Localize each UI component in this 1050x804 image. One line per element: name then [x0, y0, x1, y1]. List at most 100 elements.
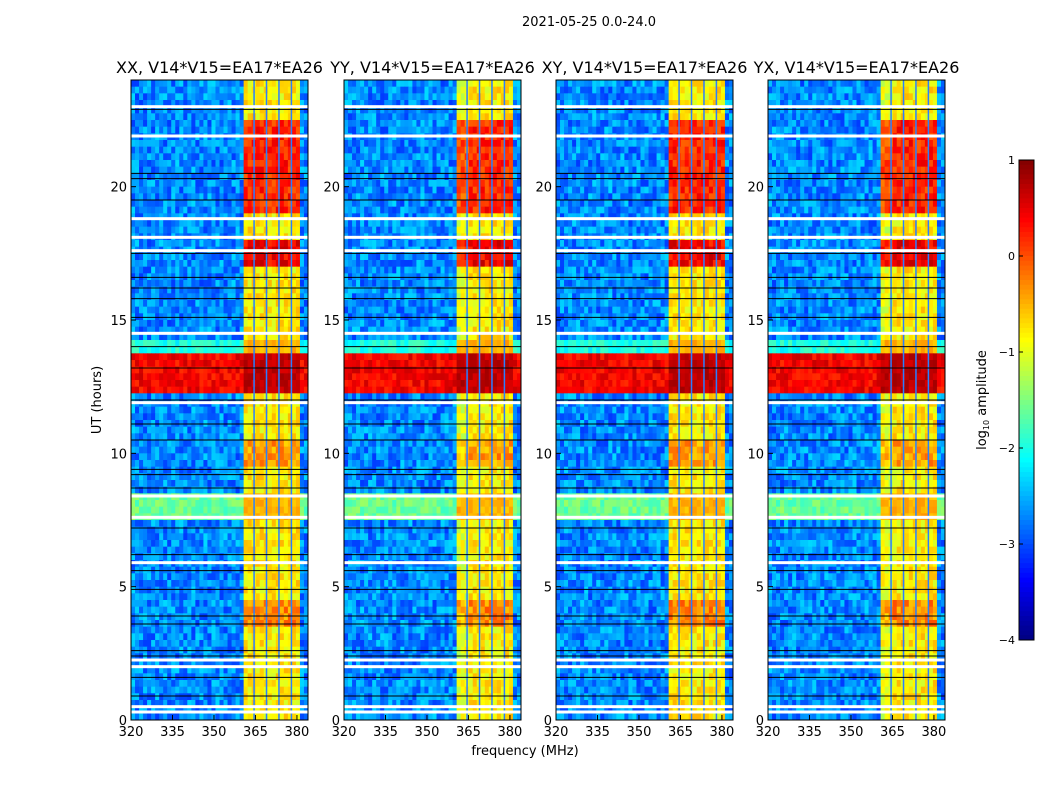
heatmap-cell [147, 533, 152, 540]
heatmap-cell [284, 693, 289, 700]
heatmap-cell [131, 153, 136, 160]
heatmap-cell [260, 387, 265, 394]
heatmap-cell [244, 600, 249, 607]
heatmap-cell [296, 587, 301, 594]
heatmap-cell [167, 120, 172, 127]
heatmap-cell [228, 93, 233, 100]
heatmap-cell [433, 120, 438, 127]
heatmap-cell [224, 80, 229, 87]
heatmap-cell [248, 153, 253, 160]
heatmap-cell [256, 200, 261, 207]
heatmap-cell [195, 540, 200, 547]
heatmap-cell [207, 353, 212, 360]
heatmap-cell [183, 207, 188, 214]
heatmap-cell [248, 453, 253, 460]
heatmap-cell [159, 387, 164, 394]
heatmap-cell [485, 113, 490, 120]
heatmap-cell [232, 267, 237, 274]
heatmap-cell [449, 167, 454, 174]
heatmap-cell [220, 467, 225, 474]
heatmap-cell [272, 140, 277, 147]
heatmap-cell [131, 507, 136, 514]
heatmap-cell [207, 153, 212, 160]
heatmap-cell [183, 140, 188, 147]
heatmap-cell [167, 480, 172, 487]
heatmap-cell [240, 453, 245, 460]
heatmap-cell [151, 433, 156, 440]
heatmap-cell [284, 80, 289, 87]
heatmap-cell [453, 113, 458, 120]
heatmap-cell [183, 193, 188, 200]
heatmap-cell [256, 467, 261, 474]
heatmap-cell [147, 500, 152, 507]
heatmap-cell [135, 393, 140, 400]
heatmap-cell [509, 147, 514, 154]
heatmap-cell [280, 153, 285, 160]
heatmap-cell [171, 407, 176, 414]
heatmap-cell [199, 253, 204, 260]
heatmap-cell [183, 407, 188, 414]
heatmap-cell [159, 633, 164, 640]
heatmap-cell [187, 500, 192, 507]
heatmap-cell [179, 220, 184, 227]
heatmap-cell [473, 93, 478, 100]
heatmap-cell [211, 167, 216, 174]
heatmap-cell [376, 180, 381, 187]
heatmap-cell [416, 127, 421, 134]
heatmap-cell [199, 387, 204, 394]
heatmap-cell [236, 253, 241, 260]
heatmap-cell [131, 413, 136, 420]
heatmap-cell [433, 173, 438, 180]
heatmap-cell [207, 460, 212, 467]
heatmap-cell [392, 180, 397, 187]
heatmap-cell [280, 347, 285, 354]
heatmap-cell [300, 593, 305, 600]
heatmap-cell [244, 93, 249, 100]
heatmap-cell [187, 693, 192, 700]
heatmap-cell [268, 80, 273, 87]
heatmap-cell [224, 267, 229, 274]
heatmap-cell [220, 280, 225, 287]
heatmap-cell [292, 380, 297, 387]
heatmap-cell [280, 433, 285, 440]
heatmap-cell [151, 447, 156, 454]
heatmap-cell [505, 93, 510, 100]
heatmap-cell [296, 167, 301, 174]
heatmap-cell [167, 607, 172, 614]
heatmap-cell [175, 87, 180, 94]
heatmap-cell [179, 193, 184, 200]
heatmap-cell [284, 207, 289, 214]
heatmap-cell [167, 347, 172, 354]
heatmap-cell [292, 433, 297, 440]
heatmap-cell [151, 500, 156, 507]
heatmap-cell [215, 320, 220, 327]
heatmap-cell [352, 153, 357, 160]
heatmap-cell [199, 520, 204, 527]
heatmap-cell [163, 440, 168, 447]
heatmap-cell [256, 580, 261, 587]
heatmap-cell [260, 127, 265, 134]
heatmap-cell [207, 427, 212, 434]
heatmap-cell [272, 393, 277, 400]
heatmap-cell [179, 580, 184, 587]
heatmap-cell [236, 520, 241, 527]
heatmap-cell [236, 80, 241, 87]
heatmap-cell [131, 227, 136, 234]
heatmap-cell [147, 187, 152, 194]
heatmap-cell [292, 80, 297, 87]
heatmap-cell [167, 360, 172, 367]
heatmap-cell [159, 640, 164, 647]
heatmap-cell [236, 613, 241, 620]
heatmap-cell [151, 353, 156, 360]
heatmap-cell [167, 87, 172, 94]
heatmap-cell [195, 467, 200, 474]
heatmap-cell [416, 147, 421, 154]
heatmap-cell [175, 680, 180, 687]
heatmap-cell [191, 80, 196, 87]
heatmap-cell [175, 447, 180, 454]
heatmap-cell [244, 347, 249, 354]
heatmap-cell [220, 180, 225, 187]
heatmap-cell [143, 447, 148, 454]
heatmap-cell [260, 360, 265, 367]
heatmap-cell [191, 480, 196, 487]
